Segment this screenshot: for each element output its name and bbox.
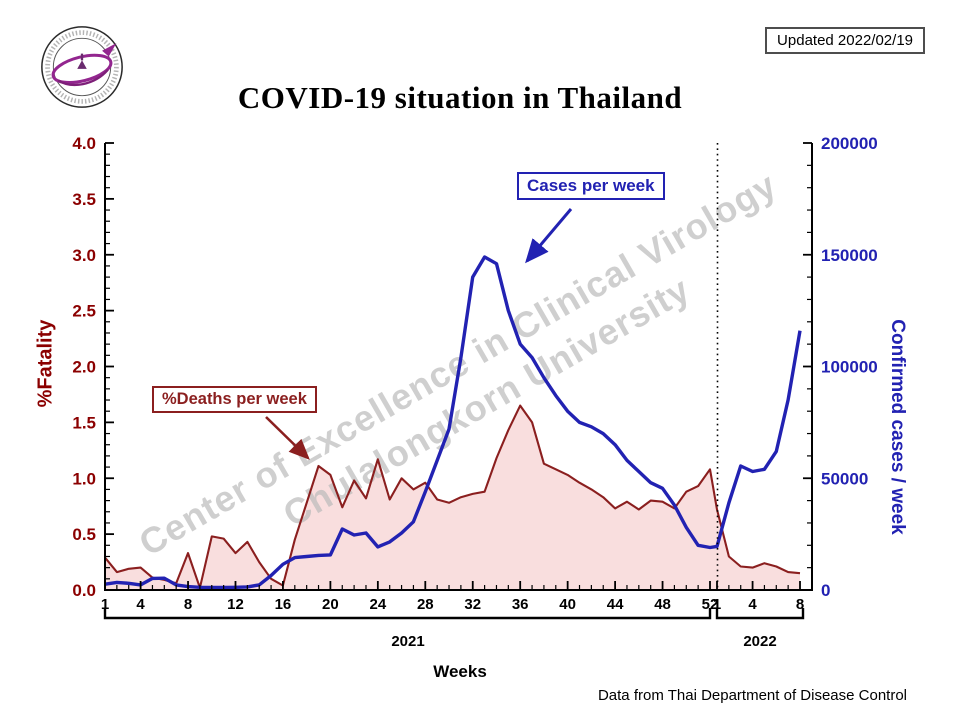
right-tick-label: 100000 bbox=[821, 358, 878, 377]
x-tick-label: 1 bbox=[713, 596, 721, 613]
x-tick-label: 20 bbox=[322, 596, 339, 613]
x-tick-label: 16 bbox=[275, 596, 292, 613]
x-tick-label: 1 bbox=[101, 596, 109, 613]
left-axis-ticks: 0.0 0.5 1.0 1.5 2.0 2.5 3.0 3.5 4.0 bbox=[72, 134, 114, 600]
year-bracket-label-2022: 2022 bbox=[743, 633, 777, 650]
logo-text-ring bbox=[45, 30, 119, 104]
x-tick-label: 8 bbox=[184, 596, 192, 613]
x-tick-label: 48 bbox=[654, 596, 671, 613]
x-tick-label: 40 bbox=[559, 596, 576, 613]
x-axis-ticks: 1 4 8 12 16 20 24 28 32 36 40 44 48 521 4 8 bbox=[101, 581, 804, 613]
page-title: COVID-19 situation in Thailand bbox=[237, 80, 683, 115]
x-tick-label: 36 bbox=[512, 596, 529, 613]
logo-swirl bbox=[51, 53, 113, 85]
x-tick-label: 44 bbox=[607, 596, 624, 613]
data-source-note: Data from Thai Department of Disease Con… bbox=[597, 687, 907, 704]
logo-emblem-base bbox=[77, 60, 87, 69]
cases-annotation-arrow bbox=[525, 208, 573, 264]
x-tick-label: 8 bbox=[796, 596, 804, 613]
left-tick-label: 0.0 bbox=[72, 581, 96, 600]
deaths-annotation: %Deaths per week bbox=[152, 386, 317, 413]
left-tick-label: 0.5 bbox=[72, 525, 96, 544]
deaths-line bbox=[104, 404, 801, 589]
year-bracket-label-2021: 2021 bbox=[391, 633, 425, 650]
center-of-excellence-logo bbox=[41, 26, 123, 108]
bracket-2022 bbox=[715, 608, 805, 620]
x-tick-label: 24 bbox=[369, 596, 386, 613]
x-tick-label: 28 bbox=[417, 596, 434, 613]
x-axis-title: Weeks bbox=[433, 662, 487, 681]
cases-line bbox=[104, 255, 802, 590]
logo-arrow bbox=[102, 43, 117, 57]
left-tick-label: 2.5 bbox=[72, 302, 96, 321]
left-tick-label: 1.0 bbox=[72, 469, 96, 488]
x-tick-label: 4 bbox=[136, 596, 145, 613]
cases-annotation: Cases per week bbox=[517, 172, 665, 200]
right-tick-label: 200000 bbox=[821, 134, 878, 153]
right-tick-label: 0 bbox=[821, 581, 830, 600]
left-tick-label: 1.5 bbox=[72, 413, 96, 432]
left-tick-label: 4.0 bbox=[72, 134, 96, 153]
deaths-annotation-arrow bbox=[265, 416, 310, 460]
x-tick-label: 32 bbox=[464, 596, 481, 613]
x-tick-label: 4 bbox=[748, 596, 757, 613]
left-tick-label: 3.5 bbox=[72, 190, 96, 209]
right-tick-label: 150000 bbox=[821, 246, 878, 265]
logo-swirl-2 bbox=[57, 69, 109, 87]
left-tick-label: 3.0 bbox=[72, 246, 96, 265]
deaths-area-fill bbox=[105, 405, 800, 590]
bracket-2021 bbox=[103, 608, 712, 620]
updated-date-stamp: Updated 2022/02/19 bbox=[765, 27, 925, 54]
right-axis-ticks: 0 50000 100000 150000 200000 bbox=[803, 134, 878, 600]
logo-emblem bbox=[80, 53, 84, 61]
x-tick-label: 12 bbox=[227, 596, 244, 613]
right-tick-label: 50000 bbox=[821, 469, 868, 488]
left-tick-label: 2.0 bbox=[72, 358, 96, 377]
x-tick-label: 52 bbox=[702, 596, 719, 613]
